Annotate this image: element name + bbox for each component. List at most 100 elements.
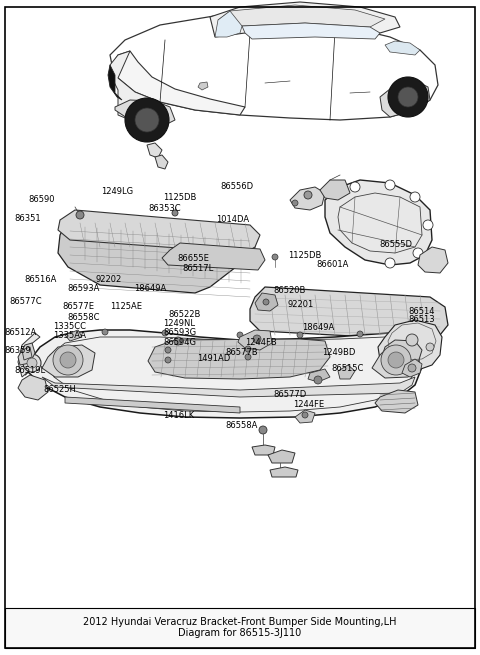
Text: 86593A: 86593A [67, 284, 99, 293]
Circle shape [304, 191, 312, 199]
Polygon shape [65, 330, 82, 341]
Polygon shape [320, 180, 350, 200]
Circle shape [125, 98, 169, 142]
Circle shape [381, 345, 411, 375]
Circle shape [172, 210, 178, 216]
Circle shape [245, 354, 251, 360]
Text: 86520B: 86520B [274, 286, 306, 295]
Circle shape [165, 357, 171, 363]
Polygon shape [18, 333, 40, 377]
Text: 86525H: 86525H [43, 384, 76, 394]
Text: 86512A: 86512A [5, 328, 37, 337]
Polygon shape [375, 390, 418, 413]
Polygon shape [198, 82, 208, 90]
Polygon shape [238, 330, 272, 350]
Polygon shape [242, 23, 380, 39]
Text: 86655E: 86655E [178, 254, 209, 263]
Text: 2012 Hyundai Veracruz Bracket-Front Bumper Side Mounting,LH
Diagram for 86515-3J: 2012 Hyundai Veracruz Bracket-Front Bump… [83, 617, 397, 638]
Polygon shape [18, 343, 35, 365]
Circle shape [253, 335, 261, 343]
Text: 86601A: 86601A [317, 260, 349, 269]
Text: 1249LG: 1249LG [101, 187, 133, 196]
Text: 1249BD: 1249BD [322, 348, 355, 357]
Polygon shape [308, 369, 330, 382]
Circle shape [350, 182, 360, 192]
Polygon shape [268, 450, 295, 463]
Polygon shape [112, 51, 245, 115]
FancyBboxPatch shape [5, 608, 475, 648]
Text: 86577E: 86577E [62, 302, 95, 311]
Text: 86359: 86359 [5, 346, 31, 355]
Polygon shape [270, 467, 298, 477]
Circle shape [408, 364, 416, 372]
Polygon shape [210, 2, 400, 37]
Circle shape [27, 358, 37, 368]
Polygon shape [252, 445, 275, 455]
Polygon shape [108, 65, 122, 100]
Text: 92202: 92202 [96, 274, 122, 284]
Polygon shape [148, 339, 330, 379]
Circle shape [135, 108, 159, 132]
Text: 1335AA: 1335AA [53, 331, 86, 340]
Circle shape [398, 87, 418, 107]
Circle shape [410, 192, 420, 202]
Text: 1014DA: 1014DA [216, 215, 249, 224]
Text: 86353C: 86353C [149, 204, 181, 213]
Polygon shape [402, 359, 422, 377]
Polygon shape [58, 210, 260, 253]
Circle shape [23, 354, 41, 372]
Polygon shape [162, 243, 265, 270]
Text: 1491AD: 1491AD [197, 354, 230, 363]
Polygon shape [385, 41, 420, 55]
Text: 86515C: 86515C [331, 364, 363, 373]
Circle shape [297, 332, 303, 338]
Text: 86351: 86351 [14, 214, 41, 223]
Polygon shape [295, 410, 315, 423]
Circle shape [263, 299, 269, 305]
Circle shape [406, 334, 418, 346]
Polygon shape [42, 345, 95, 377]
Polygon shape [25, 330, 425, 418]
Polygon shape [250, 287, 448, 340]
Circle shape [165, 347, 171, 353]
Text: 86519L: 86519L [14, 365, 46, 375]
Polygon shape [290, 187, 325, 210]
Polygon shape [42, 377, 415, 397]
Text: 86577B: 86577B [226, 348, 258, 357]
Circle shape [385, 180, 395, 190]
Polygon shape [22, 347, 32, 360]
Text: 1125DB: 1125DB [163, 193, 197, 202]
Polygon shape [378, 320, 442, 370]
Circle shape [53, 345, 83, 375]
Text: 86577D: 86577D [274, 390, 307, 400]
Circle shape [426, 343, 434, 351]
Circle shape [385, 258, 395, 268]
Polygon shape [325, 180, 432, 265]
Circle shape [237, 332, 243, 338]
Circle shape [272, 254, 278, 260]
Text: 86558C: 86558C [67, 313, 100, 322]
Text: 1125DB: 1125DB [288, 251, 322, 260]
Polygon shape [110, 15, 438, 120]
Text: 1249NL: 1249NL [163, 319, 195, 328]
Text: 86577C: 86577C [10, 297, 42, 306]
Polygon shape [372, 345, 420, 378]
Text: 1125AE: 1125AE [110, 302, 143, 311]
Circle shape [423, 220, 433, 230]
Polygon shape [147, 143, 162, 158]
Polygon shape [58, 215, 255, 293]
Polygon shape [115, 100, 175, 125]
Text: 86516A: 86516A [24, 274, 56, 284]
Circle shape [162, 330, 168, 336]
Polygon shape [380, 82, 430, 117]
Circle shape [60, 352, 76, 368]
Text: 18649A: 18649A [134, 284, 167, 293]
Polygon shape [65, 397, 240, 413]
Text: 18649A: 18649A [302, 323, 335, 332]
Circle shape [292, 200, 298, 206]
Circle shape [76, 211, 84, 219]
Text: 86590: 86590 [29, 195, 55, 204]
Circle shape [314, 376, 322, 384]
Text: 86556D: 86556D [221, 181, 254, 191]
Text: 86513: 86513 [408, 315, 434, 324]
